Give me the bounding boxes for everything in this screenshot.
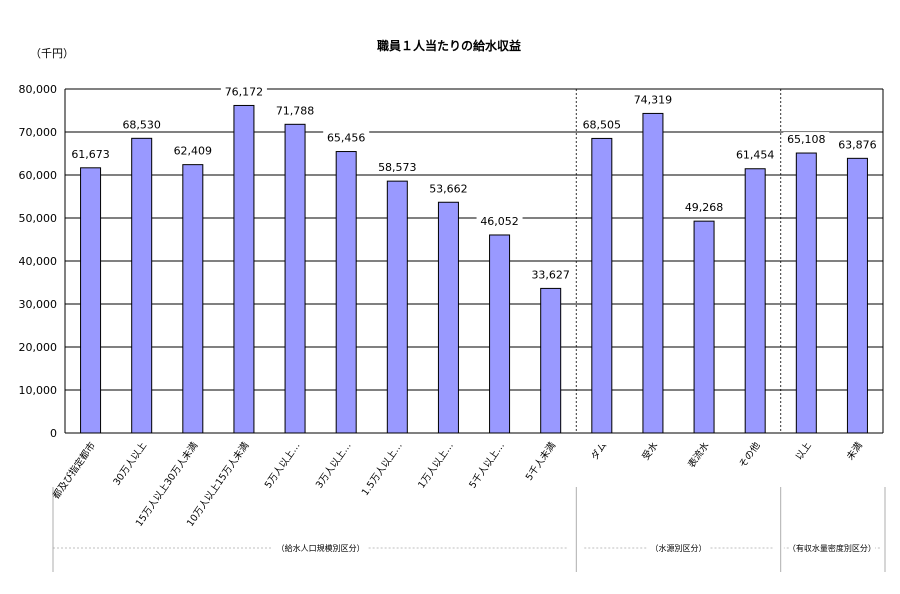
data-label-bg: [681, 200, 728, 215]
data-label: 61,454: [736, 149, 775, 162]
data-labels: 61,673 68,530 62,409 76,172 71,788 65,456 58,5…: [67, 84, 881, 282]
x-tick-label: 未満: [844, 439, 865, 462]
data-label-bg: [425, 181, 472, 196]
data-label: 65,108: [787, 133, 826, 146]
data-label-bg: [272, 103, 319, 118]
data-label: 58,573: [378, 161, 417, 174]
bar: [846, 157, 868, 434]
data-label: 46,052: [480, 215, 519, 228]
group-label: （水源別区分）: [651, 543, 707, 553]
data-label: 62,409: [174, 145, 213, 158]
x-tick-label: 3万人以上…: [314, 440, 354, 490]
data-label: 63,876: [838, 138, 877, 151]
data-label-bg: [834, 137, 881, 152]
y-tick-label: 30,000: [19, 298, 58, 311]
data-label-bg: [578, 117, 625, 132]
y-tick-label: 0: [50, 427, 57, 440]
data-label-bg: [527, 267, 574, 282]
y-tick-labels: 0 10,000 20,000 30,000 40,000 50,000 60,000 70,…: [19, 83, 58, 440]
bar: [489, 234, 511, 434]
y-tick-label: 50,000: [19, 212, 58, 225]
data-label: 61,673: [71, 148, 110, 161]
data-label-bg: [118, 117, 165, 132]
data-label-bg: [374, 160, 421, 175]
bar: [284, 123, 306, 434]
chart-title: 職員１人当たりの給水収益: [377, 38, 521, 53]
y-tick-label: 40,000: [19, 255, 58, 268]
data-label-bg: [476, 213, 523, 228]
y-tick-label: 80,000: [19, 83, 58, 96]
bar: [540, 287, 562, 434]
data-label: 53,662: [429, 182, 468, 195]
data-label-bg: [67, 146, 114, 161]
bar: [386, 180, 408, 434]
bar: [131, 137, 153, 434]
data-label: 49,268: [685, 201, 724, 214]
x-tick-label: 5千人未満: [523, 439, 558, 482]
bar: [795, 152, 817, 434]
data-label-bg: [783, 132, 830, 147]
x-tick-label: ダム: [589, 440, 610, 462]
bar: [693, 220, 715, 434]
x-tick-label: 1万人以上…: [416, 440, 456, 490]
bar: [591, 137, 613, 434]
unit-label: （千円）: [30, 47, 74, 60]
y-tick-label: 60,000: [19, 169, 58, 182]
y-tick-label: 70,000: [19, 126, 58, 139]
data-label: 76,172: [225, 85, 264, 98]
data-label: 65,456: [327, 132, 366, 145]
bar: [642, 112, 664, 434]
data-label: 74,319: [634, 93, 673, 106]
x-tick-label: 都及び指定都市: [50, 439, 98, 501]
data-label-bg: [169, 143, 216, 158]
data-label: 68,505: [583, 118, 622, 131]
group-labels: （給水人口規模別区分） （水源別区分） （有収水量密度別区分）: [52, 487, 886, 572]
x-tick-label: 5万人以上…: [263, 440, 303, 490]
data-label-bg: [220, 84, 267, 99]
x-tick-label: 30万人以上: [111, 440, 149, 488]
x-tick-label: 以上: [794, 440, 814, 462]
data-label: 68,530: [122, 118, 161, 131]
bar: [437, 201, 459, 434]
bar: [80, 167, 102, 434]
group-label: （給水人口規模別区分）: [277, 543, 365, 553]
bars: [80, 104, 868, 434]
data-label-bg: [732, 147, 779, 162]
x-tick-label: その他: [736, 439, 762, 470]
y-tick-label: 10,000: [19, 384, 58, 397]
bar: [335, 151, 357, 434]
data-label-bg: [629, 92, 676, 107]
bar: [182, 164, 204, 434]
group-label: （有収水量密度別区分）: [788, 543, 876, 553]
x-tick-label: 5千人以上…: [467, 440, 507, 490]
x-tick-label: 受水: [640, 439, 661, 462]
data-label: 33,627: [531, 268, 570, 281]
bar: [233, 104, 255, 434]
x-tick-label: 表流水: [685, 439, 711, 470]
data-label-bg: [323, 130, 370, 145]
x-tick-label: 1.5万人以上…: [360, 440, 405, 498]
bar: [744, 168, 766, 434]
y-tick-label: 20,000: [19, 341, 58, 354]
data-label: 71,788: [276, 104, 315, 117]
